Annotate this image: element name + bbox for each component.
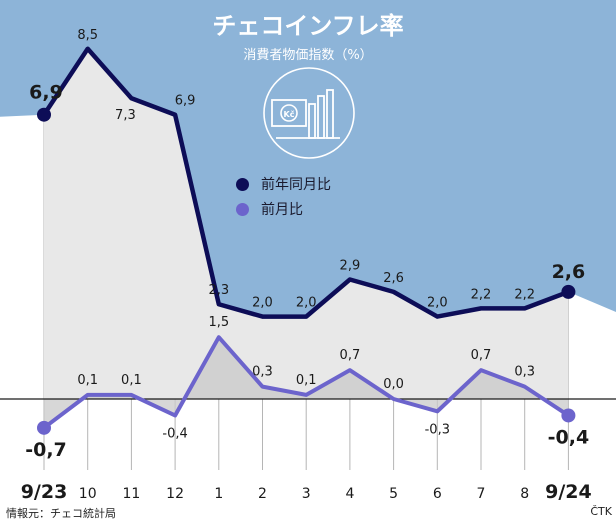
legend-swatch-yoy [236,177,249,191]
data-label-yoy: 2,9 [340,259,361,274]
data-point-yoy [561,284,576,299]
data-label-yoy: 2,6 [383,271,404,286]
source-note: 情報元：チェコ統計局 [6,507,116,520]
agency-credit: ČTK [590,505,612,518]
legend-label-yoy: 前年同月比 [261,177,331,193]
data-label-mom: 0,1 [296,373,317,388]
x-tick-label: 8 [520,486,529,502]
data-label-yoy: 2,0 [252,296,273,311]
data-label-yoy: 2,0 [427,296,448,311]
yoy-area-fill [44,48,569,400]
data-point-mom [561,408,576,423]
data-label-yoy: 2,2 [514,287,535,302]
x-tick-label: 9/24 [545,481,592,503]
data-label-mom: 0,3 [252,365,273,380]
data-label-mom: 1,5 [208,315,229,330]
data-label-mom: 0,7 [340,348,361,363]
x-tick-label: 12 [166,486,184,502]
legend-item-yoy: 前年同月比 [236,174,331,194]
data-label-yoy: 2,3 [208,283,229,298]
x-tick-label: 5 [389,486,398,502]
x-tick-label: 6 [433,486,442,502]
data-label-yoy: 8,5 [77,28,98,43]
svg-text:Kč: Kč [284,109,295,119]
x-tick-label: 11 [122,486,140,502]
data-label-mom: 0,0 [383,377,404,392]
x-tick-label: 3 [302,486,311,502]
data-point-yoy [37,107,51,122]
data-point-mom [37,420,51,435]
x-tick-label: 1 [214,486,223,502]
legend-swatch-mom [236,202,249,216]
data-label-mom: -0,7 [25,439,67,461]
data-label-mom: -0,3 [425,422,450,437]
series-line-yoy [42,46,570,319]
data-label-mom: 0,1 [121,373,142,388]
x-tick-label: 7 [477,486,486,502]
data-label-mom: -0,4 [162,426,187,441]
data-label-mom: 0,1 [77,373,98,388]
data-label-yoy: 2,0 [296,296,317,311]
data-label-yoy: 2,2 [471,287,492,302]
data-label-mom: 0,7 [471,348,492,363]
data-label-mom: -0,4 [548,426,590,448]
legend-label-mom: 前月比 [261,202,303,218]
legend-item-mom: 前月比 [236,199,303,219]
chart-subtitle: 消費者物価指数（%） [243,48,373,63]
chart-title: チェコインフレ率 [212,12,404,40]
x-tick-label: 10 [79,486,97,502]
data-label-yoy: 7,3 [115,108,136,123]
series-line-mom [42,335,570,430]
x-tick-label: 2 [258,486,267,502]
data-label-mom: 0,3 [514,365,535,380]
data-label-yoy: 2,6 [552,261,586,283]
x-tick-label: 9/23 [21,481,68,503]
data-label-yoy: 6,9 [175,94,196,109]
data-label-yoy: 6,9 [29,82,63,104]
mom-area-fill [44,337,569,428]
x-tick-label: 4 [345,486,354,502]
money-growth-chart-icon: Kč [263,67,355,159]
